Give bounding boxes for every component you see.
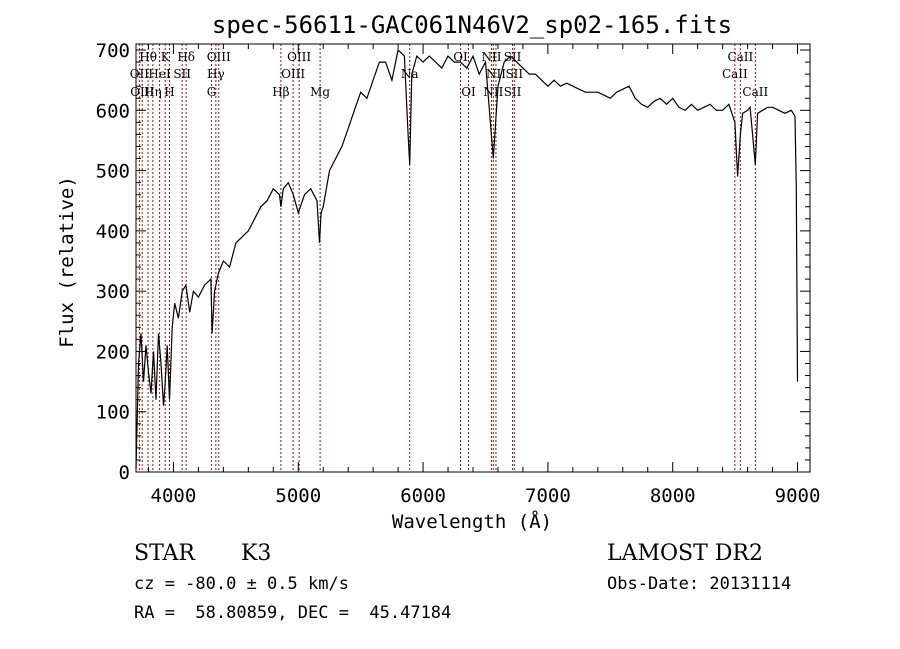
y-tick-label: 400 (96, 221, 130, 243)
spectral-line-label: SII (504, 85, 522, 99)
plot-frame (135, 43, 811, 473)
spectral-line-label: Hβ (272, 85, 289, 99)
x-tick-label: 5000 (275, 485, 321, 507)
y-axis-title: Flux (relative) (56, 176, 78, 348)
object-subclass: K3 (241, 541, 272, 566)
y-tick-label: 200 (96, 341, 130, 363)
y-tick-label: 600 (96, 100, 130, 122)
x-tick-label: 9000 (775, 485, 821, 507)
spectral-line-label: OIII (281, 67, 305, 81)
spectral-line-label: H (164, 85, 174, 99)
coordinates: RA = 58.80859, DEC = 45.47184 (134, 603, 452, 623)
x-tick-label: 4000 (151, 485, 197, 507)
spectral-line-label: OIII (287, 50, 311, 64)
spectral-line-label: HeI (148, 67, 171, 81)
y-tick-label: 100 (96, 402, 130, 424)
survey-name: LAMOST DR2 (607, 541, 763, 566)
x-tick-label: 6000 (400, 485, 446, 507)
redshift-readout: cz = -80.0 ± 0.5 km/s (134, 574, 349, 594)
spectral-line-label: NII (481, 50, 501, 64)
spectral-line-label: OI (453, 50, 468, 64)
y-tick-label: 300 (96, 281, 130, 303)
spectral-line-label: G (207, 85, 217, 99)
spectral-line-label: K (161, 50, 171, 64)
spectral-line-label: CaII (742, 85, 768, 99)
spectral-line-label: Hδ (177, 50, 195, 64)
x-tick-label: 8000 (650, 485, 696, 507)
spectral-line-label: Hγ (207, 67, 225, 81)
y-tick-label: 500 (96, 161, 130, 183)
y-tick-label: 700 (96, 40, 130, 62)
chart-title: spec-56611-GAC061N46V2_sp02-165.fits (212, 11, 732, 39)
spectral-line-label: Hθ (139, 50, 157, 64)
spectral-line-label: NII (486, 67, 506, 81)
spectral-line-label: CaII (727, 50, 753, 64)
spectral-line-label: NII (483, 85, 503, 99)
spectrum-line (135, 48, 799, 470)
spectral-line-label: Mg (310, 85, 330, 99)
spectral-line-label: CaII (722, 67, 748, 81)
spectral-line-label: OIII (207, 50, 231, 64)
spectral-line-label: SII (173, 67, 191, 81)
x-axis-title: Wavelength (Å) (392, 510, 552, 533)
axis-ticks: 4000 5000 6000 7000 8000 9000 0 100 200 300 400 500… (96, 40, 821, 507)
spectral-line-label: Na (401, 67, 419, 81)
spectral-line-label: Hη (144, 85, 162, 99)
spectral-line-label: SII (504, 50, 522, 64)
y-tick-label: 0 (119, 462, 130, 484)
object-class: STAR (134, 541, 195, 566)
spectral-line-label: SII (505, 67, 523, 81)
x-tick-label: 7000 (525, 485, 571, 507)
spectral-line-label: OI (461, 85, 476, 99)
obs-date: Obs-Date: 20131114 (607, 574, 792, 594)
spectral-line-markers (138, 44, 756, 472)
